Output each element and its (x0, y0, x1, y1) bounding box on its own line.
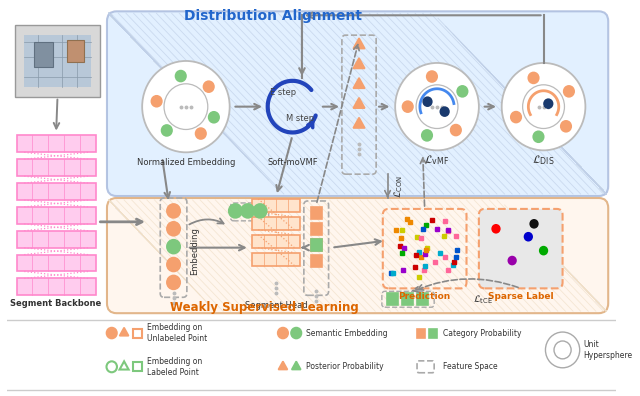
Bar (17, 231, 95, 248)
Circle shape (440, 107, 449, 116)
Circle shape (175, 70, 186, 82)
Bar (310, 255, 322, 267)
Bar (133, 329, 141, 337)
Circle shape (533, 131, 544, 142)
Bar (17, 183, 95, 200)
Circle shape (152, 96, 162, 107)
Circle shape (427, 71, 437, 82)
Bar (34, 42, 52, 67)
Text: Segment Head: Segment Head (245, 301, 308, 310)
Circle shape (161, 125, 172, 136)
Bar (17, 135, 95, 152)
Circle shape (253, 204, 267, 218)
Bar (429, 329, 438, 337)
Text: Posterior Probability: Posterior Probability (306, 362, 383, 371)
Text: Weakly Supervised Learning: Weakly Supervised Learning (170, 301, 358, 314)
Polygon shape (353, 58, 365, 69)
Circle shape (508, 257, 516, 265)
Circle shape (209, 112, 219, 123)
Text: Sparse Label: Sparse Label (488, 292, 554, 301)
Bar (253, 217, 300, 230)
Polygon shape (353, 118, 365, 128)
Text: Distribution Alignment: Distribution Alignment (184, 9, 362, 23)
Text: Embedding on
Unlabeled Point: Embedding on Unlabeled Point (147, 324, 207, 343)
Text: $\mathcal{L}_{\rm CON}$: $\mathcal{L}_{\rm CON}$ (392, 174, 405, 198)
FancyBboxPatch shape (107, 198, 608, 313)
Polygon shape (353, 78, 365, 88)
Circle shape (167, 257, 180, 272)
FancyBboxPatch shape (479, 209, 563, 288)
FancyBboxPatch shape (107, 11, 608, 196)
Polygon shape (120, 327, 129, 336)
Polygon shape (353, 38, 365, 49)
Text: Feature Space: Feature Space (443, 362, 497, 371)
Bar (310, 223, 322, 235)
Circle shape (278, 327, 288, 339)
Circle shape (561, 121, 572, 132)
Bar (253, 253, 300, 266)
Circle shape (403, 101, 413, 112)
Bar (17, 255, 95, 272)
Circle shape (457, 86, 468, 97)
Circle shape (196, 128, 206, 139)
Polygon shape (278, 361, 287, 369)
Circle shape (142, 61, 230, 152)
Bar (310, 239, 322, 251)
Polygon shape (353, 98, 365, 108)
Bar (417, 329, 425, 337)
Text: $\mathcal{L}_{\rm tCE}$: $\mathcal{L}_{\rm tCE}$ (473, 293, 493, 306)
Text: Unit
Hypersphere: Unit Hypersphere (584, 340, 632, 360)
Bar (17, 159, 95, 176)
Bar (133, 362, 141, 371)
Text: $\mathcal{L}_{\rm DIS}$: $\mathcal{L}_{\rm DIS}$ (532, 153, 555, 167)
Bar (67, 40, 84, 62)
Text: Category Probability: Category Probability (443, 329, 521, 337)
Circle shape (167, 276, 180, 289)
Circle shape (395, 63, 479, 150)
Circle shape (423, 97, 432, 106)
Bar (310, 239, 322, 251)
Circle shape (528, 72, 539, 84)
Bar (15, 25, 100, 97)
Bar (387, 293, 398, 305)
Circle shape (167, 204, 180, 218)
Circle shape (241, 204, 254, 218)
Circle shape (540, 247, 547, 255)
Circle shape (422, 130, 432, 141)
Bar (253, 235, 300, 248)
Circle shape (167, 222, 180, 236)
Bar (310, 207, 322, 219)
Bar (417, 293, 428, 305)
Circle shape (544, 99, 552, 108)
Circle shape (167, 240, 180, 253)
Text: Prediction: Prediction (399, 292, 451, 301)
Bar (402, 293, 413, 305)
Text: M step: M step (286, 114, 314, 122)
Circle shape (291, 327, 301, 339)
Circle shape (204, 81, 214, 92)
Circle shape (492, 225, 500, 233)
Polygon shape (292, 361, 301, 369)
Circle shape (228, 204, 242, 218)
Circle shape (525, 233, 532, 241)
Text: Normalized Embedding: Normalized Embedding (137, 158, 235, 167)
Text: Segment Backbone: Segment Backbone (10, 299, 102, 308)
Polygon shape (24, 35, 91, 87)
Text: $\mathcal{L}_{\rm vMF}$: $\mathcal{L}_{\rm vMF}$ (424, 153, 449, 167)
Text: Embedding on
Labeled Point: Embedding on Labeled Point (147, 357, 202, 377)
Circle shape (106, 327, 117, 339)
Text: Soft-moVMF: Soft-moVMF (267, 158, 317, 167)
Circle shape (564, 86, 574, 97)
Circle shape (451, 125, 461, 135)
Text: Embedding: Embedding (190, 227, 199, 274)
Bar (17, 278, 95, 295)
Text: E step: E step (270, 88, 296, 97)
Text: Semantic Embedding: Semantic Embedding (306, 329, 387, 337)
Circle shape (511, 112, 521, 123)
Bar (17, 207, 95, 224)
Circle shape (530, 220, 538, 228)
Bar (253, 199, 300, 212)
Circle shape (502, 63, 586, 150)
